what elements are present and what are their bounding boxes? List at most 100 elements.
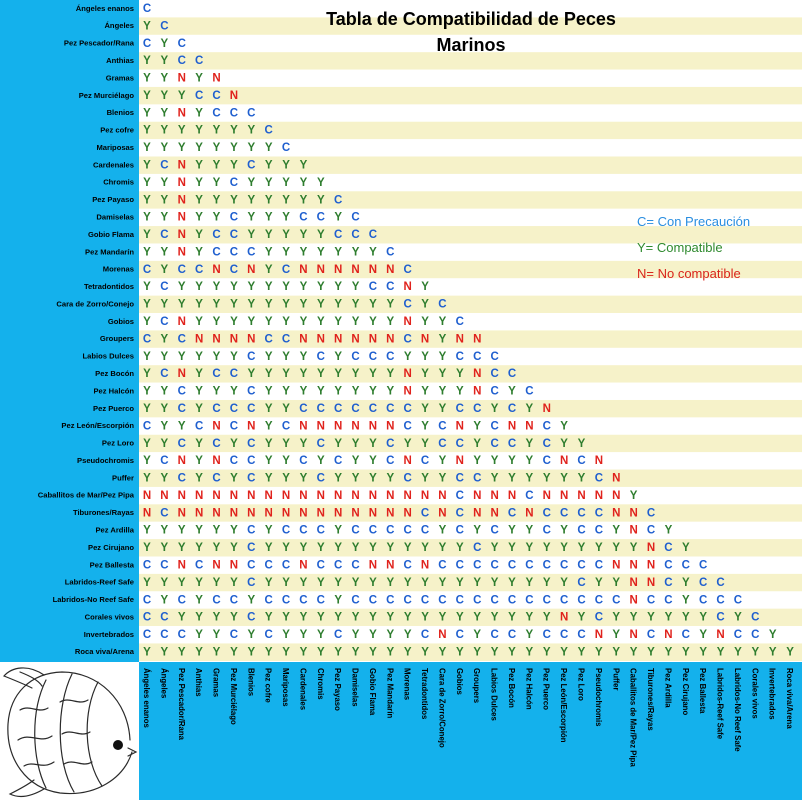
cell-r31-c31: Y	[665, 525, 673, 537]
cell-r36-c18: Y	[439, 612, 447, 624]
cell-r11-c9: Y	[282, 177, 290, 189]
row-label-10: Cardenales	[93, 160, 134, 169]
cell-r17-c16: N	[404, 281, 412, 293]
cell-r36-c29: Y	[630, 612, 638, 624]
cell-r3-c1: C	[143, 38, 151, 50]
cell-r34-c29: N	[629, 577, 637, 589]
cell-r2-c2: C	[160, 20, 168, 32]
cell-r24-c14: C	[369, 403, 377, 415]
cell-r22-c5: C	[212, 368, 220, 380]
cell-r17-c11: Y	[317, 281, 325, 293]
cell-r28-c1: Y	[143, 473, 151, 485]
cell-r19-c9: Y	[282, 316, 290, 328]
cell-r35-c20: C	[473, 594, 481, 606]
cell-r36-c26: Y	[578, 612, 586, 624]
cell-r36-c5: Y	[213, 612, 221, 624]
cell-r28-c21: Y	[491, 473, 499, 485]
cell-r20-c16: C	[404, 333, 412, 345]
cell-r24-c8: Y	[265, 403, 273, 415]
cell-r37-c33: Y	[699, 629, 707, 641]
cell-r38-c20: Y	[473, 646, 481, 658]
cell-r7-c5: C	[212, 107, 220, 119]
cell-r18-c11: Y	[317, 299, 325, 311]
cell-r22-c2: C	[160, 368, 168, 380]
cell-r37-c14: Y	[369, 629, 377, 641]
row-label-panel	[0, 0, 139, 662]
cell-r16-c7: N	[247, 264, 255, 276]
cell-r38-c24: Y	[543, 646, 551, 658]
cell-r20-c14: N	[369, 333, 377, 345]
cell-r26-c18: C	[438, 438, 446, 450]
row-label-28: Puffer	[112, 473, 134, 482]
cell-r23-c6: Y	[230, 386, 238, 398]
cell-r31-c25: Y	[560, 525, 568, 537]
row-stripe	[139, 295, 802, 314]
row-stripe	[139, 121, 802, 140]
cell-r35-c33: C	[699, 594, 707, 606]
cell-r31-c8: Y	[265, 525, 273, 537]
cell-r16-c13: N	[351, 264, 359, 276]
cell-r37-c1: C	[143, 629, 151, 641]
cell-r6-c5: C	[212, 90, 220, 102]
row-label-25: Pez León/Escorpión	[61, 421, 134, 430]
cell-r37-c32: C	[682, 629, 690, 641]
column-label-34: Labridos-Reef Safe	[716, 668, 725, 740]
cell-r38-c26: Y	[578, 646, 586, 658]
cell-r33-c14: N	[369, 559, 377, 571]
cell-r8-c7: Y	[247, 125, 255, 137]
cell-r18-c3: Y	[178, 299, 186, 311]
row-stripe	[139, 52, 802, 70]
cell-r31-c30: C	[647, 525, 655, 537]
cell-r11-c1: Y	[143, 177, 151, 189]
cell-r19-c8: Y	[265, 316, 273, 328]
cell-r26-c4: Y	[195, 438, 203, 450]
column-label-7: Blenios	[246, 668, 255, 697]
cell-r23-c22: Y	[508, 386, 516, 398]
cell-r23-c9: Y	[282, 386, 290, 398]
cell-r6-c1: Y	[143, 90, 151, 102]
column-label-22: Pez Bocón	[507, 668, 516, 708]
cell-r34-c10: Y	[300, 577, 308, 589]
cell-r37-c2: C	[160, 629, 168, 641]
cell-r18-c5: Y	[213, 299, 221, 311]
cell-r15-c13: Y	[352, 246, 360, 258]
cell-r24-c24: N	[543, 403, 551, 415]
row-label-9: Mariposas	[96, 143, 134, 152]
cell-r22-c16: N	[404, 368, 412, 380]
cell-r37-c19: C	[456, 629, 464, 641]
cell-r23-c17: Y	[421, 386, 429, 398]
cell-r13-c9: Y	[282, 212, 290, 224]
cell-r32-c6: Y	[230, 542, 238, 554]
cell-r34-c22: Y	[508, 577, 516, 589]
cell-r13-c6: C	[230, 212, 238, 224]
cell-r21-c12: Y	[334, 351, 342, 363]
cell-r21-c19: C	[456, 351, 464, 363]
cell-r33-c31: C	[664, 559, 672, 571]
cell-r28-c22: Y	[508, 473, 516, 485]
cell-r26-c5: C	[212, 438, 220, 450]
cell-r25-c10: N	[299, 420, 307, 432]
cell-r19-c3: N	[178, 316, 186, 328]
cell-r25-c15: N	[386, 420, 394, 432]
cell-r1-c1: C	[143, 3, 151, 15]
cell-r10-c2: C	[160, 160, 168, 172]
cell-r33-c16: C	[404, 559, 412, 571]
cell-r38-c34: Y	[717, 646, 725, 658]
cell-r35-c27: C	[595, 594, 603, 606]
cell-r31-c18: Y	[439, 525, 447, 537]
cell-r29-c26: N	[577, 490, 585, 502]
cell-r38-c18: Y	[439, 646, 447, 658]
cell-r10-c1: Y	[143, 160, 151, 172]
cell-r10-c6: Y	[230, 160, 238, 172]
cell-r26-c10: Y	[300, 438, 308, 450]
cell-r15-c10: Y	[300, 246, 308, 258]
cell-r35-c21: C	[490, 594, 498, 606]
cell-r28-c16: C	[404, 473, 412, 485]
cell-r30-c27: C	[595, 507, 603, 519]
cell-r21-c18: Y	[439, 351, 447, 363]
cell-r18-c1: Y	[143, 299, 151, 311]
cell-r30-c15: N	[386, 507, 394, 519]
cell-r28-c27: C	[595, 473, 603, 485]
cell-r27-c19: N	[456, 455, 464, 467]
cell-r36-c28: Y	[612, 612, 620, 624]
